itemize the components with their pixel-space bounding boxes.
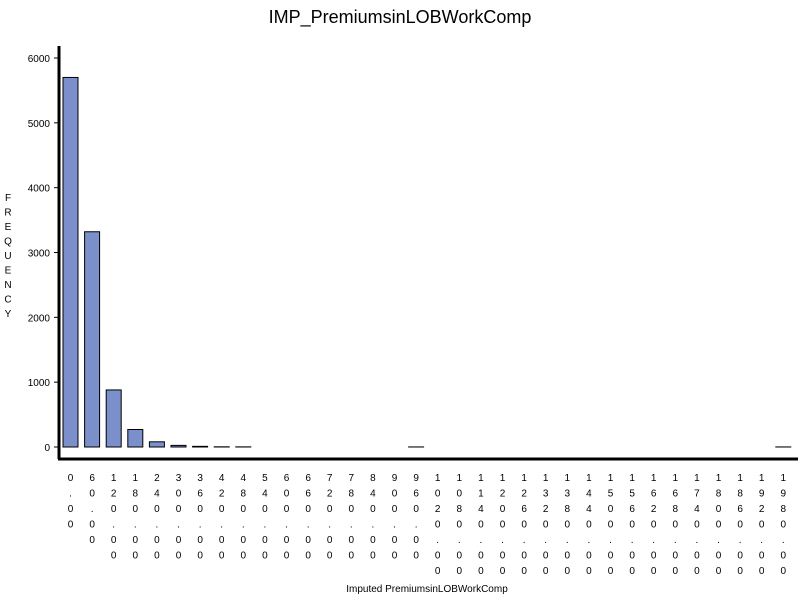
bar <box>105 389 122 448</box>
x-axis-label: Imputed PremiumsinLOBWorkComp <box>346 584 508 595</box>
chart-title: IMP_PremiumsinLOBWorkComp <box>269 7 532 28</box>
y-axis-label-letter: N <box>4 280 11 291</box>
y-axis-label-letter: C <box>4 295 11 306</box>
y-tick-label: 2000 <box>28 313 51 324</box>
y-tick-label: 3000 <box>28 249 51 260</box>
y-axis-label-letter: E <box>5 266 12 277</box>
y-axis-label-letter: U <box>4 251 11 262</box>
bars <box>62 76 792 448</box>
y-axis-label-letter: Q <box>4 237 12 248</box>
y-axis-label-letter: F <box>5 193 11 204</box>
x-axis: 0. 0 0 6 0. 0 0 1 2 0. 0 0 1 8 0. 0 0 2 4 0. 0 0 3 0 0. 0 0 3 6 0. 0 0 4… <box>58 457 798 577</box>
y-axis-label-letter: Y <box>5 309 12 320</box>
bar <box>170 444 187 448</box>
y-tick-label: 4000 <box>28 184 51 195</box>
bar <box>192 445 209 448</box>
y-axis: 0 1000 2000 3000 4000 5000 6000 <box>28 46 61 459</box>
y-tick-label: 5000 <box>28 119 51 130</box>
y-axis-label-letter: R <box>4 208 11 219</box>
y-tick-label: 1000 <box>28 378 51 389</box>
bar <box>127 428 144 448</box>
bar <box>62 76 79 448</box>
y-tick-label: 0 <box>44 443 50 454</box>
y-tick-label: 6000 <box>28 54 51 65</box>
bar <box>148 441 165 448</box>
y-axis-label-letter: E <box>5 222 12 233</box>
bar <box>84 231 101 448</box>
